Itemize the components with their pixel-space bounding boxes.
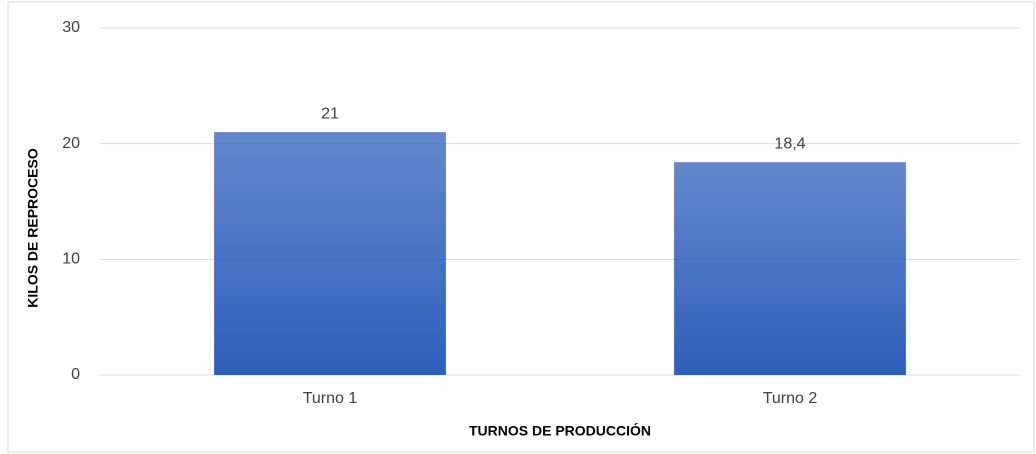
y-tick-label: 10 — [62, 251, 80, 268]
x-tick-label: Turno 1 — [303, 390, 358, 407]
y-tick-label: 30 — [62, 19, 80, 36]
bar — [214, 132, 446, 375]
x-tick-label: Turno 2 — [763, 390, 818, 407]
y-tick-label: 20 — [62, 135, 80, 152]
y-tick-label: 0 — [71, 366, 80, 383]
bar — [674, 162, 906, 375]
x-axis-title: TURNOS DE PRODUCCIÓN — [469, 422, 651, 439]
y-axis-title: KILOS DE REPROCESO — [25, 148, 41, 308]
data-label: 18,4 — [774, 135, 805, 152]
data-label: 21 — [321, 105, 339, 122]
